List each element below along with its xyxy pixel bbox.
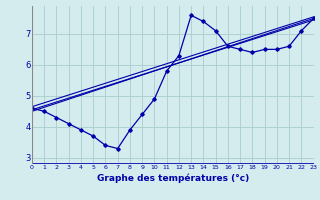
X-axis label: Graphe des températures (°c): Graphe des températures (°c) xyxy=(97,173,249,183)
